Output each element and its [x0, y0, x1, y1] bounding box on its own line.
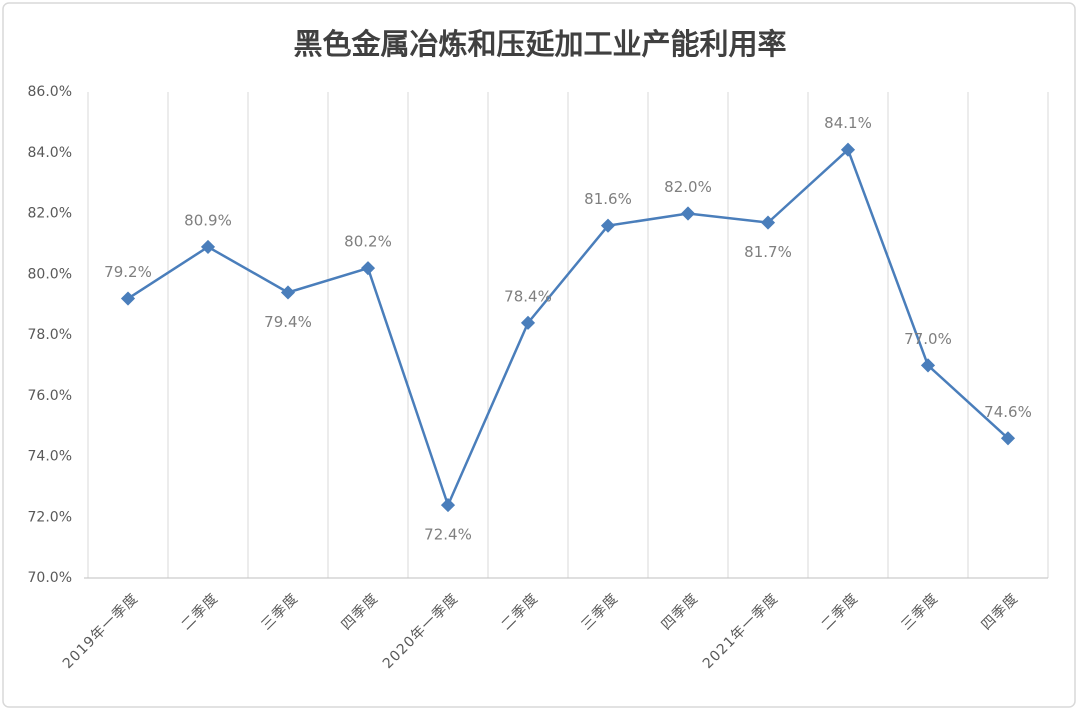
value-label: 82.0%: [664, 178, 712, 196]
value-label: 81.6%: [584, 190, 632, 208]
data-point: [120, 291, 136, 306]
value-label: 80.2%: [344, 233, 392, 251]
data-point: [680, 206, 696, 221]
chart-title: 黑色金属冶炼和压延加工业产能利用率: [293, 27, 786, 61]
data-point: [520, 315, 536, 330]
value-label: 79.4%: [264, 313, 312, 331]
y-tick-label: 74.0%: [28, 449, 72, 465]
y-tick-label: 86.0%: [28, 84, 72, 100]
data-point: [440, 498, 456, 513]
y-tick-label: 72.0%: [28, 509, 72, 525]
value-label: 79.2%: [104, 263, 152, 281]
y-tick-label: 80.0%: [28, 266, 72, 282]
value-label: 78.4%: [504, 287, 552, 305]
value-label: 77.0%: [904, 330, 952, 348]
data-point: [840, 142, 856, 157]
y-tick-label: 70.0%: [28, 570, 72, 586]
data-point: [360, 261, 376, 276]
data-point: [280, 285, 296, 300]
data-point: [1000, 431, 1016, 446]
y-tick-label: 76.0%: [28, 388, 72, 404]
value-label: 80.9%: [184, 211, 232, 229]
data-line: [127, 147, 1009, 509]
data-point: [760, 215, 776, 230]
data-point: [200, 239, 216, 254]
value-label: 84.1%: [824, 114, 872, 132]
data-point: [600, 218, 616, 233]
data-point: [920, 358, 936, 373]
y-tick-label: 82.0%: [28, 206, 72, 222]
y-tick-label: 84.0%: [28, 145, 72, 161]
value-label: 74.6%: [984, 403, 1032, 421]
value-label: 72.4%: [424, 526, 472, 544]
y-tick-label: 78.0%: [28, 327, 72, 343]
value-label: 81.7%: [744, 243, 792, 261]
